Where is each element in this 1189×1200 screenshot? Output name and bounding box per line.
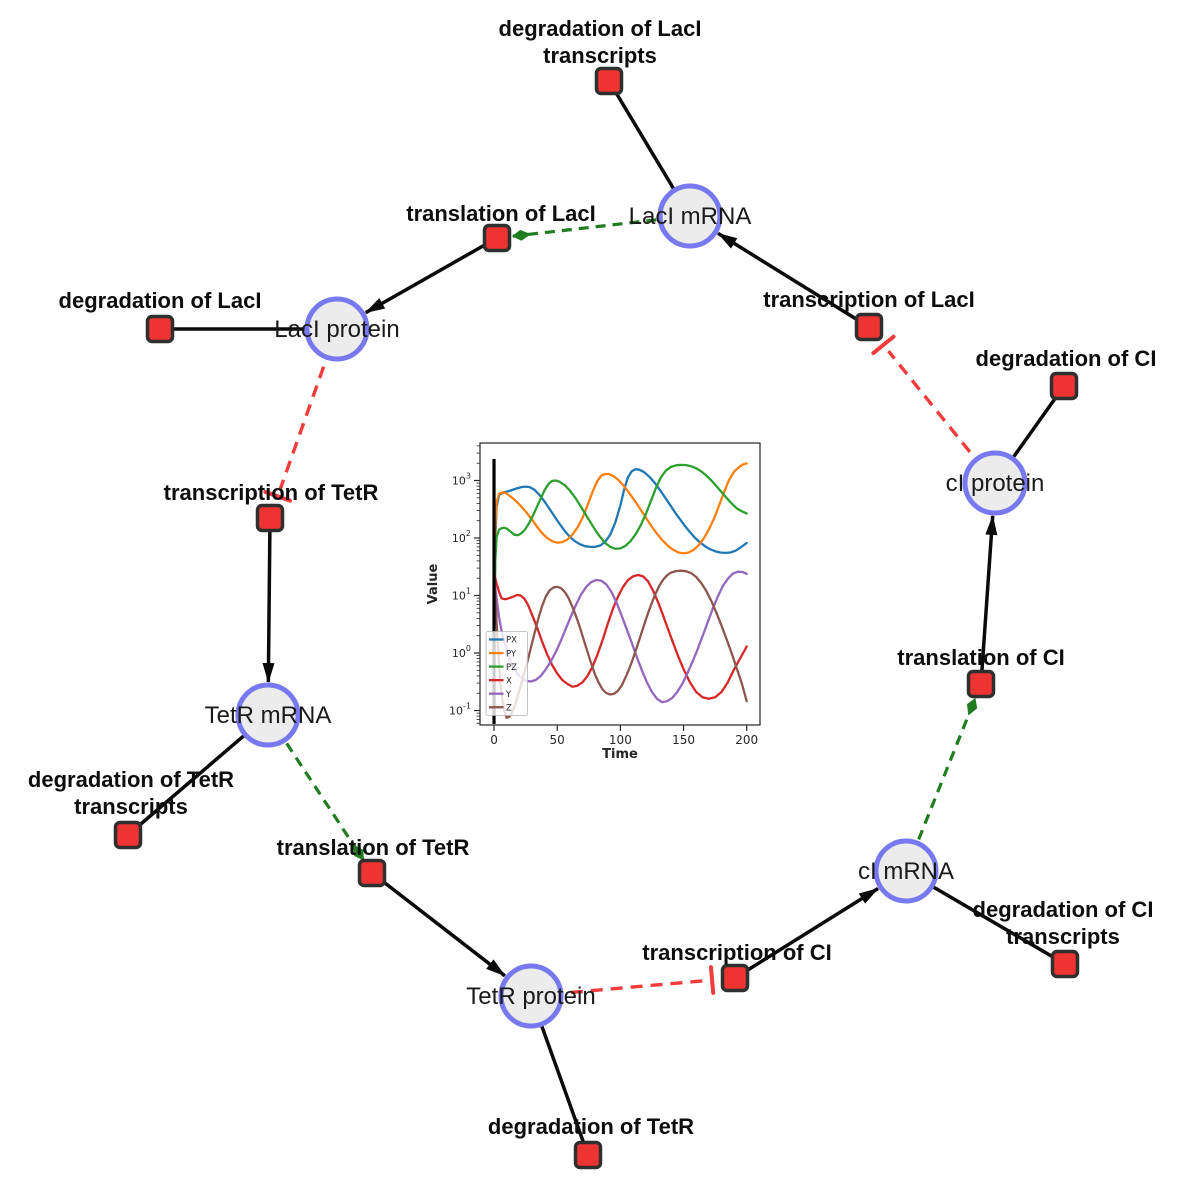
species-label-laci-protein: LacI protein [274,316,399,343]
reaction-node-degradation-of-ci[interactable] [1049,371,1079,401]
legend-label-PX: PX [506,636,517,646]
series-line-PY [492,462,748,657]
species-label-ci-protein: cI protein [946,470,1045,497]
species-label-laci-mrna: LacI mRNA [629,203,752,230]
edge-production-translation-of-ci-to-ci-protein [979,514,998,685]
reaction-label-degradation-of-tetr-transcripts-line1: degradation of TetR [28,767,234,792]
y-tick-label-10e-1: 10-1 [449,702,471,718]
reaction-node-degradation-of-ci-transcripts[interactable] [1050,949,1080,979]
series-line-PZ [492,463,748,657]
edge-inhibition-laci-protein-to-transcription-of-tetr-tbar [263,489,292,503]
reaction-label-translation-of-ci-line1: translation of CI [897,645,1064,670]
reaction-node-translation-of-tetr[interactable] [357,858,387,888]
reaction-label-degradation-of-ci-transcripts-line1: degradation of CI [973,897,1154,922]
y-tick-label-10e3: 103 [452,472,471,488]
species-node-laci-mrna[interactable] [657,183,723,249]
reaction-label-degradation-of-laci-transcripts-line1: degradation of LacI [499,16,702,41]
reaction-node-transcription-of-ci[interactable] [720,963,750,993]
x-axis-label: Time [602,747,638,762]
legend-label-Z: Z [506,703,512,713]
x-tick-label-100: 100 [609,733,632,747]
reaction-label-degradation-of-ci-line1: degradation of CI [976,346,1157,371]
reaction-label-translation-of-tetr-line1: translation of TetR [277,835,470,860]
x-tick-label-0: 0 [490,733,498,747]
reaction-node-translation-of-laci[interactable] [482,223,512,253]
species-label-ci-mrna: cI mRNA [858,858,954,885]
edge-production-translation-of-tetr-to-tetr-protein [370,871,506,978]
reaction-label-transcription-of-tetr-line1: transcription of TetR [164,480,379,505]
reaction-label-degradation-of-tetr-line1: degradation of TetR [488,1114,694,1139]
y-tick-label-10e0: 100 [452,644,471,660]
reaction-node-degradation-of-tetr[interactable] [573,1140,603,1170]
species-node-ci-mrna[interactable] [873,838,939,904]
edge-production-transcription-of-tetr-to-tetr-mrna [262,517,275,684]
species-node-ci-protein[interactable] [962,450,1028,516]
y-tick-label-10e2: 102 [452,529,471,545]
species-node-laci-protein[interactable] [304,296,370,362]
legend-label-X: X [506,676,512,686]
reaction-node-transcription-of-laci[interactable] [854,312,884,342]
edge-production-transcription-of-laci-to-laci-mrna [717,231,870,329]
reaction-node-degradation-of-laci-transcripts[interactable] [594,66,624,96]
legend-label-PZ: PZ [506,663,517,673]
species-label-tetr-mrna: TetR mRNA [205,702,332,729]
edge-modifier-laci-mrna-to-translation-of-laci [511,214,691,241]
reaction-label-transcription-of-ci-line1: transcription of CI [642,940,831,965]
x-tick-label-50: 50 [550,733,565,747]
reaction-node-degradation-of-laci[interactable] [145,314,175,344]
species-node-tetr-mrna[interactable] [235,682,301,748]
reaction-label-degradation-of-tetr-transcripts-line2: transcripts [74,794,188,819]
legend-label-Y: Y [505,690,512,700]
edge-production-transcription-of-ci-to-ci-mrna [734,887,879,980]
x-tick-label-200: 200 [735,733,758,747]
edge-inhibition-ci-protein-to-transcription-of-laci-tbar [871,334,896,356]
species-node-tetr-protein[interactable] [498,963,564,1029]
y-tick-label-10e1: 101 [452,587,471,603]
edge-modifier-tetr-mrna-to-translation-of-tetr [266,714,365,861]
nodes-layer [113,66,1080,1170]
reaction-label-degradation-of-laci-transcripts-line2: transcripts [543,43,657,68]
reaction-node-transcription-of-tetr[interactable] [255,503,285,533]
series-line-X [492,571,748,700]
edge-inhibition-tetr-protein-to-transcription-of-ci-tbar [708,965,716,995]
species-label-tetr-protein: TetR protein [466,983,595,1010]
x-tick-label-150: 150 [672,733,695,747]
reaction-label-degradation-of-ci-transcripts-line2: transcripts [1006,924,1120,949]
reaction-node-translation-of-ci[interactable] [966,669,996,699]
reaction-label-transcription-of-laci-line1: transcription of LacI [763,287,974,312]
edge-modifier-ci-mrna-to-translation-of-ci [904,697,978,872]
reaction-label-degradation-of-laci-line1: degradation of LacI [59,288,262,313]
y-axis-label: Value [426,563,441,604]
labels-layer: degradation of LacItranscriptstranslatio… [28,16,1157,1139]
reaction-node-degradation-of-tetr-transcripts[interactable] [113,820,143,850]
legend-label-PY: PY [506,649,517,659]
plot-legend: PX PY PZ XYZ [485,631,528,716]
reaction-label-translation-of-laci-line1: translation of LacI [406,201,595,226]
edge-production-translation-of-laci-to-laci-protein [364,236,498,315]
